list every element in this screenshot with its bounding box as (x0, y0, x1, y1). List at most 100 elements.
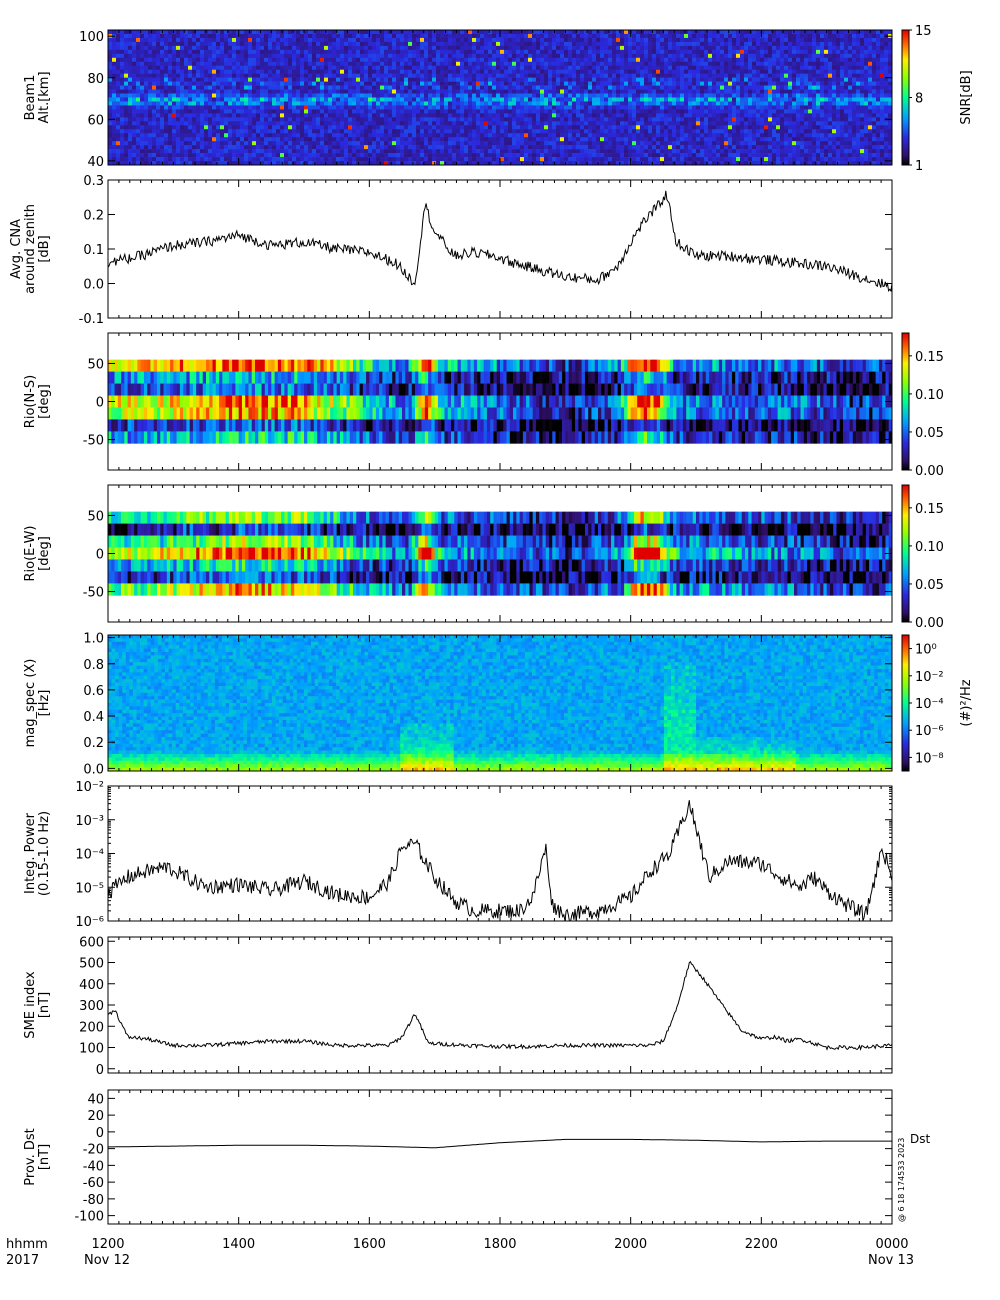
heatmap-cell (268, 77, 273, 82)
heatmap-cell (500, 33, 505, 39)
heatmap-cell (428, 93, 433, 98)
heatmap-cell (268, 73, 273, 78)
heatmap-cell (264, 41, 269, 47)
heatmap-cell (332, 89, 337, 94)
heatmap-cell (304, 37, 309, 43)
heatmap-cell (660, 137, 665, 142)
heatmap-cell (128, 93, 133, 98)
heatmap-cell (252, 117, 257, 122)
heatmap-cell (416, 45, 421, 51)
heatmap-cell (656, 149, 661, 154)
heatmap-cell (388, 129, 393, 134)
heatmap-cell (108, 149, 113, 154)
heatmap-cell (156, 81, 161, 86)
heatmap-cell (252, 81, 257, 86)
heatmap-cell (216, 89, 221, 94)
heatmap-cell (520, 113, 525, 118)
heatmap-cell (440, 37, 445, 43)
heatmap-cell (652, 30, 657, 35)
heatmap-cell (372, 109, 377, 114)
heatmap-cell (112, 89, 117, 94)
heatmap-cell (440, 81, 445, 86)
heatmap-cell (408, 45, 413, 51)
heatmap-cell (452, 53, 457, 59)
heatmap-cell (652, 73, 657, 78)
heatmap-cell (600, 73, 605, 78)
heatmap-cell (292, 69, 297, 74)
heatmap-cell (436, 101, 441, 106)
heatmap-cell (396, 65, 401, 71)
heatmap-cell (300, 141, 305, 146)
heatmap-cell (260, 117, 265, 122)
heatmap-cell (196, 109, 201, 114)
heatmap-cell (472, 149, 477, 154)
heatmap-cell (312, 157, 317, 162)
heatmap-cell (432, 57, 437, 63)
heatmap-cell (304, 41, 309, 47)
heatmap-cell (512, 53, 517, 59)
heatmap-cell (528, 93, 533, 98)
heatmap-cell (548, 153, 553, 158)
heatmap-cell (424, 30, 429, 35)
heatmap-cell (600, 161, 605, 166)
heatmap-cell (260, 141, 265, 146)
heatmap-cell (444, 33, 449, 39)
heatmap-cell (380, 65, 385, 71)
heatmap-cell (312, 65, 317, 71)
heatmap-cell (176, 141, 181, 146)
heatmap-cell (488, 30, 493, 35)
heatmap-cell (332, 57, 337, 63)
heatmap-cell (472, 161, 477, 166)
heatmap-cell (136, 37, 141, 43)
heatmap-cell (540, 133, 545, 138)
heatmap-cell (456, 49, 461, 55)
heatmap-cell (304, 125, 309, 130)
heatmap-cell (324, 61, 329, 67)
heatmap-cell (196, 69, 201, 74)
heatmap-cell (508, 73, 513, 78)
heatmap-cell (596, 53, 601, 59)
heatmap-cell (428, 30, 433, 35)
heatmap-cell (492, 81, 497, 86)
heatmap-cell (680, 113, 685, 118)
heatmap-cell (656, 137, 661, 142)
heatmap-cell (356, 41, 361, 47)
heatmap-cell (572, 49, 577, 55)
heatmap-cell (540, 149, 545, 154)
heatmap-cell (224, 81, 229, 86)
heatmap-cell (304, 30, 309, 35)
heatmap-cell (596, 113, 601, 118)
heatmap-cell (364, 53, 369, 59)
heatmap-cell (604, 105, 609, 110)
heatmap-cell (536, 153, 541, 158)
heatmap-cell (180, 141, 185, 146)
heatmap-cell (480, 137, 485, 142)
heatmap-cell (660, 30, 665, 35)
heatmap-cell (548, 145, 553, 150)
heatmap-cell (668, 85, 673, 90)
heatmap-cell (360, 85, 365, 90)
heatmap-cell (180, 45, 185, 51)
heatmap-cell (204, 45, 209, 51)
heatmap-cell (672, 57, 677, 63)
heatmap-cell (160, 45, 165, 51)
heatmap-cell (512, 125, 517, 130)
heatmap-cell (652, 137, 657, 142)
heatmap-cell (448, 73, 453, 78)
heatmap-cell (692, 105, 697, 110)
heatmap-cell (196, 137, 201, 142)
heatmap-cell (636, 105, 641, 110)
heatmap-cell (380, 137, 385, 142)
heatmap-cell (132, 97, 137, 102)
heatmap-cell (604, 73, 609, 78)
heatmap-cell (576, 97, 581, 102)
heatmap-cell (520, 77, 525, 82)
heatmap-cell (276, 161, 281, 166)
heatmap-cell (316, 89, 321, 94)
heatmap-cell (536, 89, 541, 94)
heatmap-cell (312, 49, 317, 55)
heatmap-cell (676, 157, 681, 162)
heatmap-cell (208, 65, 213, 71)
heatmap-cell (412, 33, 417, 39)
heatmap-cell (148, 133, 153, 138)
